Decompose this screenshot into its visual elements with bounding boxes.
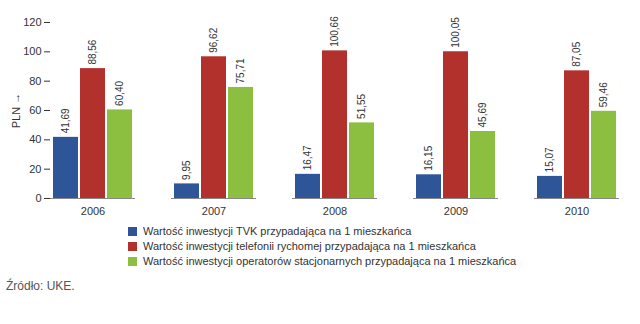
svg-text:40: 40 — [29, 133, 41, 145]
svg-text:20: 20 — [29, 163, 41, 175]
svg-text:59,46: 59,46 — [598, 82, 609, 107]
svg-text:2010: 2010 — [565, 205, 589, 217]
svg-text:0: 0 — [35, 192, 41, 204]
svg-text:16,15: 16,15 — [423, 145, 434, 170]
svg-text:87,05: 87,05 — [571, 41, 582, 66]
html-text:Wartość inwestycji operatorów: Wartość inwestycji operatorów stacjonarn… — [143, 255, 517, 267]
svg-text:41,69: 41,69 — [60, 108, 71, 133]
svg-text:2009: 2009 — [444, 205, 468, 217]
svg-text:PLN →: PLN → — [10, 93, 22, 128]
svg-text:60: 60 — [29, 104, 41, 116]
svg-text:100,05: 100,05 — [450, 17, 461, 48]
svg-text:2006: 2006 — [81, 205, 105, 217]
html-text:Wartość inwestycji TVK przypad: Wartość inwestycji TVK przypadająca na 1… — [143, 225, 412, 237]
html-text:Wartość inwestycji telefonii r: Wartość inwestycji telefonii rychomej pr… — [143, 240, 476, 252]
svg-text:2007: 2007 — [202, 205, 226, 217]
svg-text:80: 80 — [29, 75, 41, 87]
svg-text:96,62: 96,62 — [208, 27, 219, 52]
svg-text:100: 100 — [23, 45, 41, 57]
svg-text:60,40: 60,40 — [114, 80, 125, 105]
svg-text:15,07: 15,07 — [544, 147, 555, 172]
svg-text:100,66: 100,66 — [329, 16, 340, 47]
svg-text:88,56: 88,56 — [87, 39, 98, 64]
html-text:Źródło: UKE.: Źródło: UKE. — [6, 279, 75, 293]
svg-text:16,47: 16,47 — [302, 145, 313, 170]
svg-text:9,95: 9,95 — [181, 160, 192, 180]
svg-text:2008: 2008 — [323, 205, 347, 217]
svg-text:51,55: 51,55 — [356, 93, 367, 118]
svg-text:75,71: 75,71 — [235, 58, 246, 83]
svg-text:45,69: 45,69 — [477, 102, 488, 127]
svg-text:120: 120 — [23, 16, 41, 28]
